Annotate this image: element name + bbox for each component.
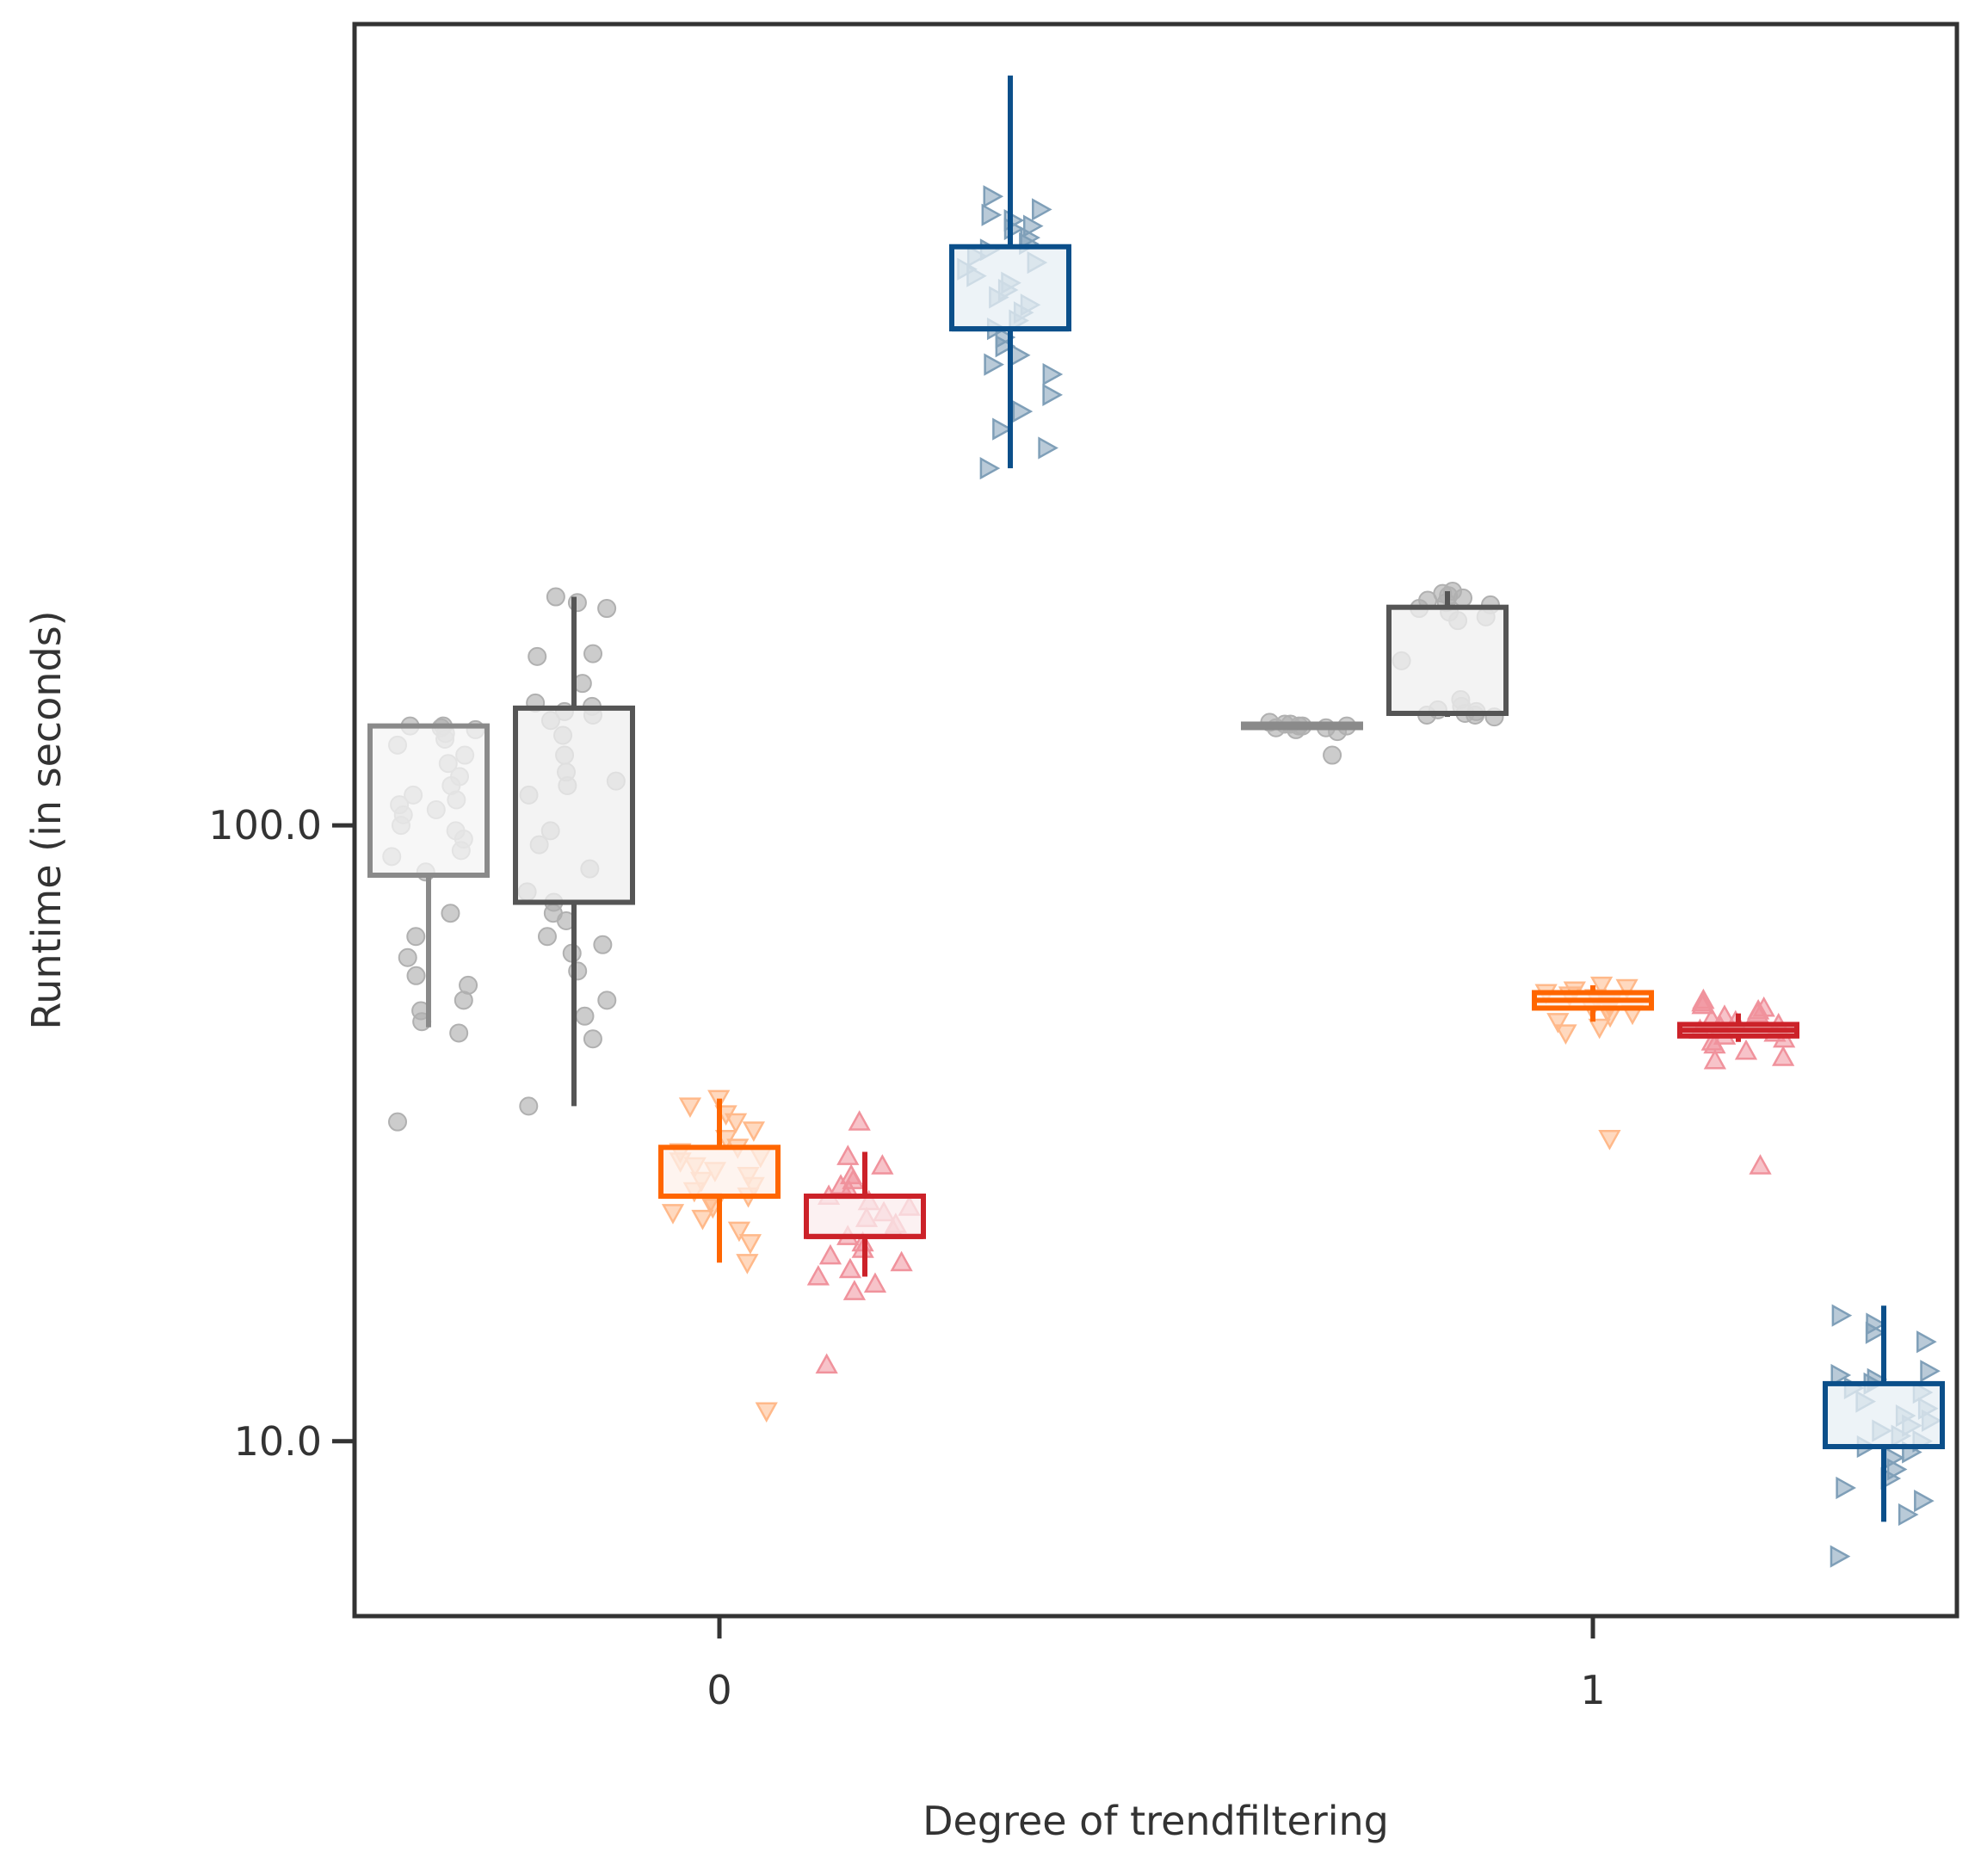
data-point — [406, 927, 426, 947]
data-point — [441, 904, 460, 923]
data-point — [995, 335, 1016, 358]
boxes-layer — [367, 75, 1945, 1522]
data-point — [1830, 1363, 1852, 1387]
data-point — [727, 1221, 751, 1243]
data-point — [806, 1264, 830, 1286]
data-point — [1032, 198, 1052, 221]
data-point — [1772, 1046, 1795, 1066]
data-point — [454, 990, 473, 1010]
data-point — [736, 1254, 759, 1274]
data-point — [1453, 588, 1473, 608]
data-point — [1038, 436, 1058, 460]
data-point — [528, 646, 547, 666]
data-point — [1042, 362, 1064, 386]
data-point — [890, 1250, 913, 1272]
data-point — [567, 593, 587, 613]
box-iqr — [513, 705, 635, 905]
data-point — [815, 1353, 838, 1374]
data-point — [1831, 1304, 1853, 1327]
data-point — [678, 1097, 702, 1118]
data-point — [519, 1096, 539, 1116]
data-point — [1914, 1489, 1935, 1513]
data-point — [1898, 1503, 1919, 1527]
data-point — [738, 1234, 762, 1255]
data-point — [742, 1121, 765, 1142]
data-point — [724, 1113, 748, 1134]
data-point — [1749, 1154, 1772, 1175]
data-point — [546, 587, 565, 607]
data-point — [836, 1145, 860, 1165]
data-point — [597, 990, 617, 1010]
box-iqr — [367, 723, 490, 879]
data-point — [406, 966, 426, 985]
data-point — [984, 353, 1004, 376]
data-point — [537, 927, 557, 947]
data-point — [983, 185, 1004, 208]
y-axis-title: Runtime (in seconds) — [23, 610, 70, 1029]
box-iqr — [1823, 1380, 1945, 1450]
data-point — [1588, 1018, 1611, 1040]
data-point — [1598, 1130, 1621, 1151]
data-point — [593, 935, 613, 954]
data-point — [1022, 214, 1044, 238]
data-point — [1836, 1476, 1856, 1500]
x-tick-label: 1 — [1580, 1667, 1605, 1713]
data-point — [755, 1402, 778, 1423]
data-point — [1546, 1013, 1570, 1034]
data-point — [583, 1029, 602, 1049]
data-point — [992, 417, 1013, 441]
data-point — [838, 1257, 862, 1279]
data-point — [981, 203, 1003, 226]
data-point — [1916, 1330, 1937, 1354]
data-point — [1865, 1321, 1886, 1344]
x-tick-label: 0 — [707, 1667, 731, 1713]
data-point — [398, 947, 417, 967]
data-point — [1691, 993, 1714, 1015]
data-point — [1323, 745, 1342, 765]
data-point — [871, 1154, 894, 1175]
data-point — [1920, 1360, 1941, 1383]
data-point — [842, 1280, 867, 1300]
y-tick-label: 100.0 — [208, 802, 322, 849]
data-point — [1009, 343, 1031, 367]
data-point — [1734, 1039, 1758, 1060]
data-point — [661, 1204, 685, 1225]
data-point — [1615, 978, 1638, 1000]
y-tick-label: 10.0 — [234, 1418, 322, 1465]
ticks-layer: 10.0 100.0 0 1 — [208, 802, 1605, 1713]
data-point — [583, 644, 603, 663]
data-point — [863, 1272, 887, 1293]
box-iqr — [1386, 604, 1509, 716]
box-iqr — [949, 244, 1071, 332]
data-point — [848, 1110, 871, 1131]
data-point — [818, 1243, 842, 1265]
data-point — [1012, 399, 1034, 423]
data-point — [575, 1006, 595, 1026]
data-point — [1746, 1002, 1769, 1022]
data-point — [1830, 1545, 1851, 1568]
x-axis-title: Degree of trendfiltering — [923, 1798, 1389, 1844]
plot-frame — [352, 22, 1959, 1619]
data-point — [691, 1209, 714, 1231]
data-point — [449, 1023, 469, 1043]
data-point — [1554, 1024, 1577, 1046]
data-point — [597, 599, 617, 619]
box-iqr — [658, 1145, 781, 1199]
data-point — [1703, 1048, 1727, 1070]
data-point — [1042, 383, 1063, 406]
data-point — [387, 1112, 407, 1132]
data-point — [979, 457, 1001, 480]
data-point — [1589, 976, 1614, 997]
